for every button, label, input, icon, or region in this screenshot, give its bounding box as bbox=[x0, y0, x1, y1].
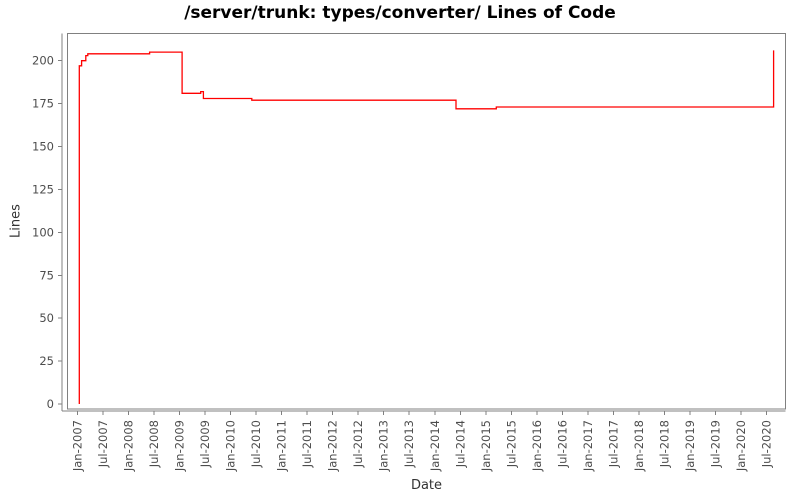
x-axis-title: Date bbox=[410, 478, 443, 493]
y-tick-label: 150 bbox=[32, 140, 54, 154]
x-tick-label: Jul-2015 bbox=[504, 420, 518, 468]
x-tick-label: Jan-2014 bbox=[428, 420, 442, 472]
x-tick-label: Jan-2007 bbox=[70, 420, 84, 472]
y-tick-label: 100 bbox=[32, 225, 54, 239]
y-tick-label: 50 bbox=[39, 311, 54, 325]
y-tick-label: 0 bbox=[47, 397, 54, 411]
x-tick-label: Jul-2012 bbox=[351, 420, 365, 468]
x-tick-label: Jul-2020 bbox=[760, 420, 774, 468]
x-tick-label: Jul-2016 bbox=[555, 420, 569, 468]
x-tick-label: Jan-2013 bbox=[377, 420, 391, 472]
chart-title: /server/trunk: types/converter/ Lines of… bbox=[184, 3, 616, 23]
x-tick-label: Jul-2019 bbox=[709, 420, 723, 468]
x-tick-label: Jul-2009 bbox=[198, 420, 212, 468]
x-tick-label: Jan-2020 bbox=[734, 420, 748, 472]
y-tick-label: 25 bbox=[39, 354, 54, 368]
x-tick-label: Jul-2017 bbox=[607, 420, 621, 468]
x-tick-label: Jan-2019 bbox=[683, 420, 697, 472]
x-tick-label: Jan-2011 bbox=[275, 420, 289, 472]
x-tick-label: Jul-2010 bbox=[249, 420, 263, 468]
y-tick-label: 125 bbox=[32, 182, 54, 196]
x-tick-label: Jan-2017 bbox=[581, 420, 595, 472]
x-tick-label: Jul-2007 bbox=[96, 420, 110, 468]
x-tick-label: Jul-2013 bbox=[402, 420, 416, 468]
y-tick-label: 75 bbox=[39, 268, 54, 282]
x-tick-label: Jul-2008 bbox=[147, 420, 161, 468]
x-tick-label: Jul-2014 bbox=[453, 420, 467, 468]
x-tick-label: Jan-2012 bbox=[326, 420, 340, 472]
x-tick-label: Jul-2011 bbox=[300, 420, 314, 468]
y-tick-label: 175 bbox=[32, 97, 54, 111]
x-tick-label: Jan-2010 bbox=[224, 420, 238, 472]
x-tick-label: Jan-2015 bbox=[479, 420, 493, 472]
x-tick-label: Jul-2018 bbox=[658, 420, 672, 468]
x-tick-label: Jan-2009 bbox=[172, 420, 186, 472]
x-tick-label: Jan-2016 bbox=[530, 420, 544, 472]
x-tick-label: Jan-2008 bbox=[121, 420, 135, 472]
y-tick-label: 200 bbox=[32, 54, 54, 68]
loc-step-line bbox=[78, 50, 775, 404]
plot-border bbox=[67, 33, 786, 410]
x-tick-label: Jan-2018 bbox=[632, 420, 646, 472]
